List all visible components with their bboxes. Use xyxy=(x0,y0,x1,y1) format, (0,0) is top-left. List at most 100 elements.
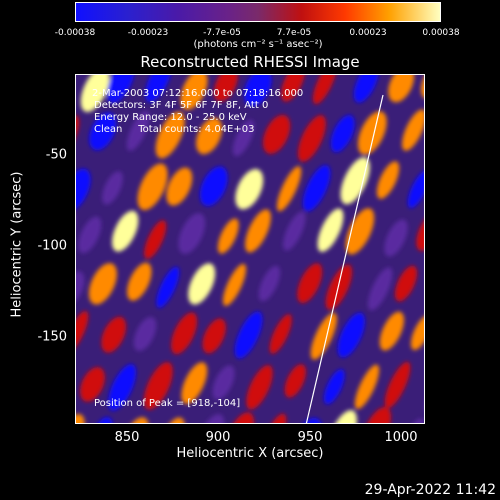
image-blob xyxy=(284,364,306,398)
image-blob xyxy=(328,410,357,423)
image-blob xyxy=(171,312,198,355)
image-blob xyxy=(324,369,345,405)
image-blob xyxy=(127,262,152,301)
x-tick: 900 xyxy=(205,430,231,445)
image-blob xyxy=(126,110,150,151)
image-blob xyxy=(407,170,424,209)
timestamp: 29-Apr-2022 11:42 xyxy=(364,482,496,498)
image-blob xyxy=(143,362,173,410)
image-blob xyxy=(107,75,135,104)
image-blob xyxy=(244,75,272,107)
detectors-text: Detectors: 3F 4F 5F 6F 7F 8F, Att 0 xyxy=(94,100,269,111)
image-blob xyxy=(245,209,271,253)
image-blob xyxy=(401,109,424,151)
image-blob xyxy=(181,362,208,404)
image-blob xyxy=(188,263,216,305)
image-blob xyxy=(317,208,344,252)
image-blob xyxy=(217,218,239,254)
colorbar-unit: (photons cm⁻² s⁻¹ asec⁻²) xyxy=(193,39,323,50)
image-blob xyxy=(101,316,127,353)
x-tick: 1000 xyxy=(384,430,418,445)
image-blob xyxy=(263,114,291,154)
colorbar-tick: -0.00038 xyxy=(54,28,96,38)
image-blob xyxy=(202,318,226,354)
image-blob xyxy=(276,166,302,212)
image-blob xyxy=(388,75,415,103)
image-blob xyxy=(180,75,208,110)
colorbar xyxy=(75,2,441,22)
x-tick: 950 xyxy=(297,430,323,445)
image-blob xyxy=(353,75,379,103)
image-blob xyxy=(269,314,292,354)
image-blob xyxy=(214,75,238,102)
y-tick: -50 xyxy=(45,147,67,163)
image-blob xyxy=(196,117,223,155)
image-blob xyxy=(258,265,281,302)
image-blob xyxy=(337,312,365,358)
y-tick: -100 xyxy=(37,238,67,254)
image-blob xyxy=(410,315,424,350)
colorbar-tick: -7.7e-05 xyxy=(203,28,241,38)
image-blob xyxy=(166,167,193,206)
image-blob xyxy=(137,163,168,211)
image-plot xyxy=(75,74,425,424)
image-blob xyxy=(80,367,105,402)
image-blob xyxy=(133,316,157,352)
image-blob xyxy=(155,111,185,159)
image-blob xyxy=(234,311,263,359)
image-blob xyxy=(394,265,418,302)
image-blob xyxy=(76,311,89,353)
y-axis-label: Heliocentric Y (arcsec) xyxy=(9,171,25,318)
image-blob xyxy=(297,263,323,304)
image-blob xyxy=(76,168,91,212)
colorbar-tick: -0.00023 xyxy=(127,28,169,38)
image-blob xyxy=(416,212,424,251)
image-blob xyxy=(80,75,110,112)
image-blob xyxy=(235,169,264,210)
image-blob xyxy=(384,219,408,257)
image-blob xyxy=(310,312,337,360)
peak-position-text: Position of Peak = [918,-104] xyxy=(94,398,241,409)
image-blob xyxy=(345,208,375,255)
image-blob xyxy=(108,364,136,411)
image-blob xyxy=(376,161,400,199)
image-blob xyxy=(178,213,206,254)
image-blob xyxy=(222,263,247,306)
image-blob xyxy=(232,119,255,157)
energy-range-text: Energy Range: 12.0 - 25.0 keV xyxy=(94,112,247,123)
image-blob xyxy=(199,166,228,207)
method-counts-text: Clean Total counts: 4.04E+03 xyxy=(94,124,255,135)
image-blob xyxy=(330,115,355,153)
image-blob xyxy=(325,264,353,310)
colorbar-tick: 0.00023 xyxy=(349,28,387,38)
image-blob xyxy=(302,165,331,212)
image-canvas xyxy=(76,75,424,423)
image-blob xyxy=(212,365,235,400)
image-blob xyxy=(340,157,370,205)
image-title: Reconstructed RHESSI Image xyxy=(140,53,360,71)
image-blobs xyxy=(76,75,424,423)
colorbar-tick: 7.7e-05 xyxy=(276,28,312,38)
image-blob xyxy=(112,210,139,252)
image-blob xyxy=(76,271,85,306)
image-blob xyxy=(144,220,167,259)
image-blob xyxy=(357,111,387,155)
image-blob xyxy=(283,211,306,251)
image-blob xyxy=(384,361,411,409)
image-blob xyxy=(312,75,337,105)
image-blob xyxy=(297,115,326,162)
image-blob xyxy=(156,266,180,308)
x-tick: 850 xyxy=(114,430,140,445)
solar-limb-line xyxy=(305,94,384,423)
image-blob xyxy=(367,267,393,311)
image-blob xyxy=(145,75,172,103)
image-blob xyxy=(379,311,405,351)
image-blob xyxy=(281,75,305,102)
x-axis-label: Heliocentric X (arcsec) xyxy=(176,446,324,461)
image-blob xyxy=(354,364,380,410)
image-blob xyxy=(246,365,273,410)
image-blob xyxy=(102,171,123,205)
image-blob xyxy=(88,263,117,305)
image-blob xyxy=(361,407,391,423)
image-blob xyxy=(89,112,117,151)
